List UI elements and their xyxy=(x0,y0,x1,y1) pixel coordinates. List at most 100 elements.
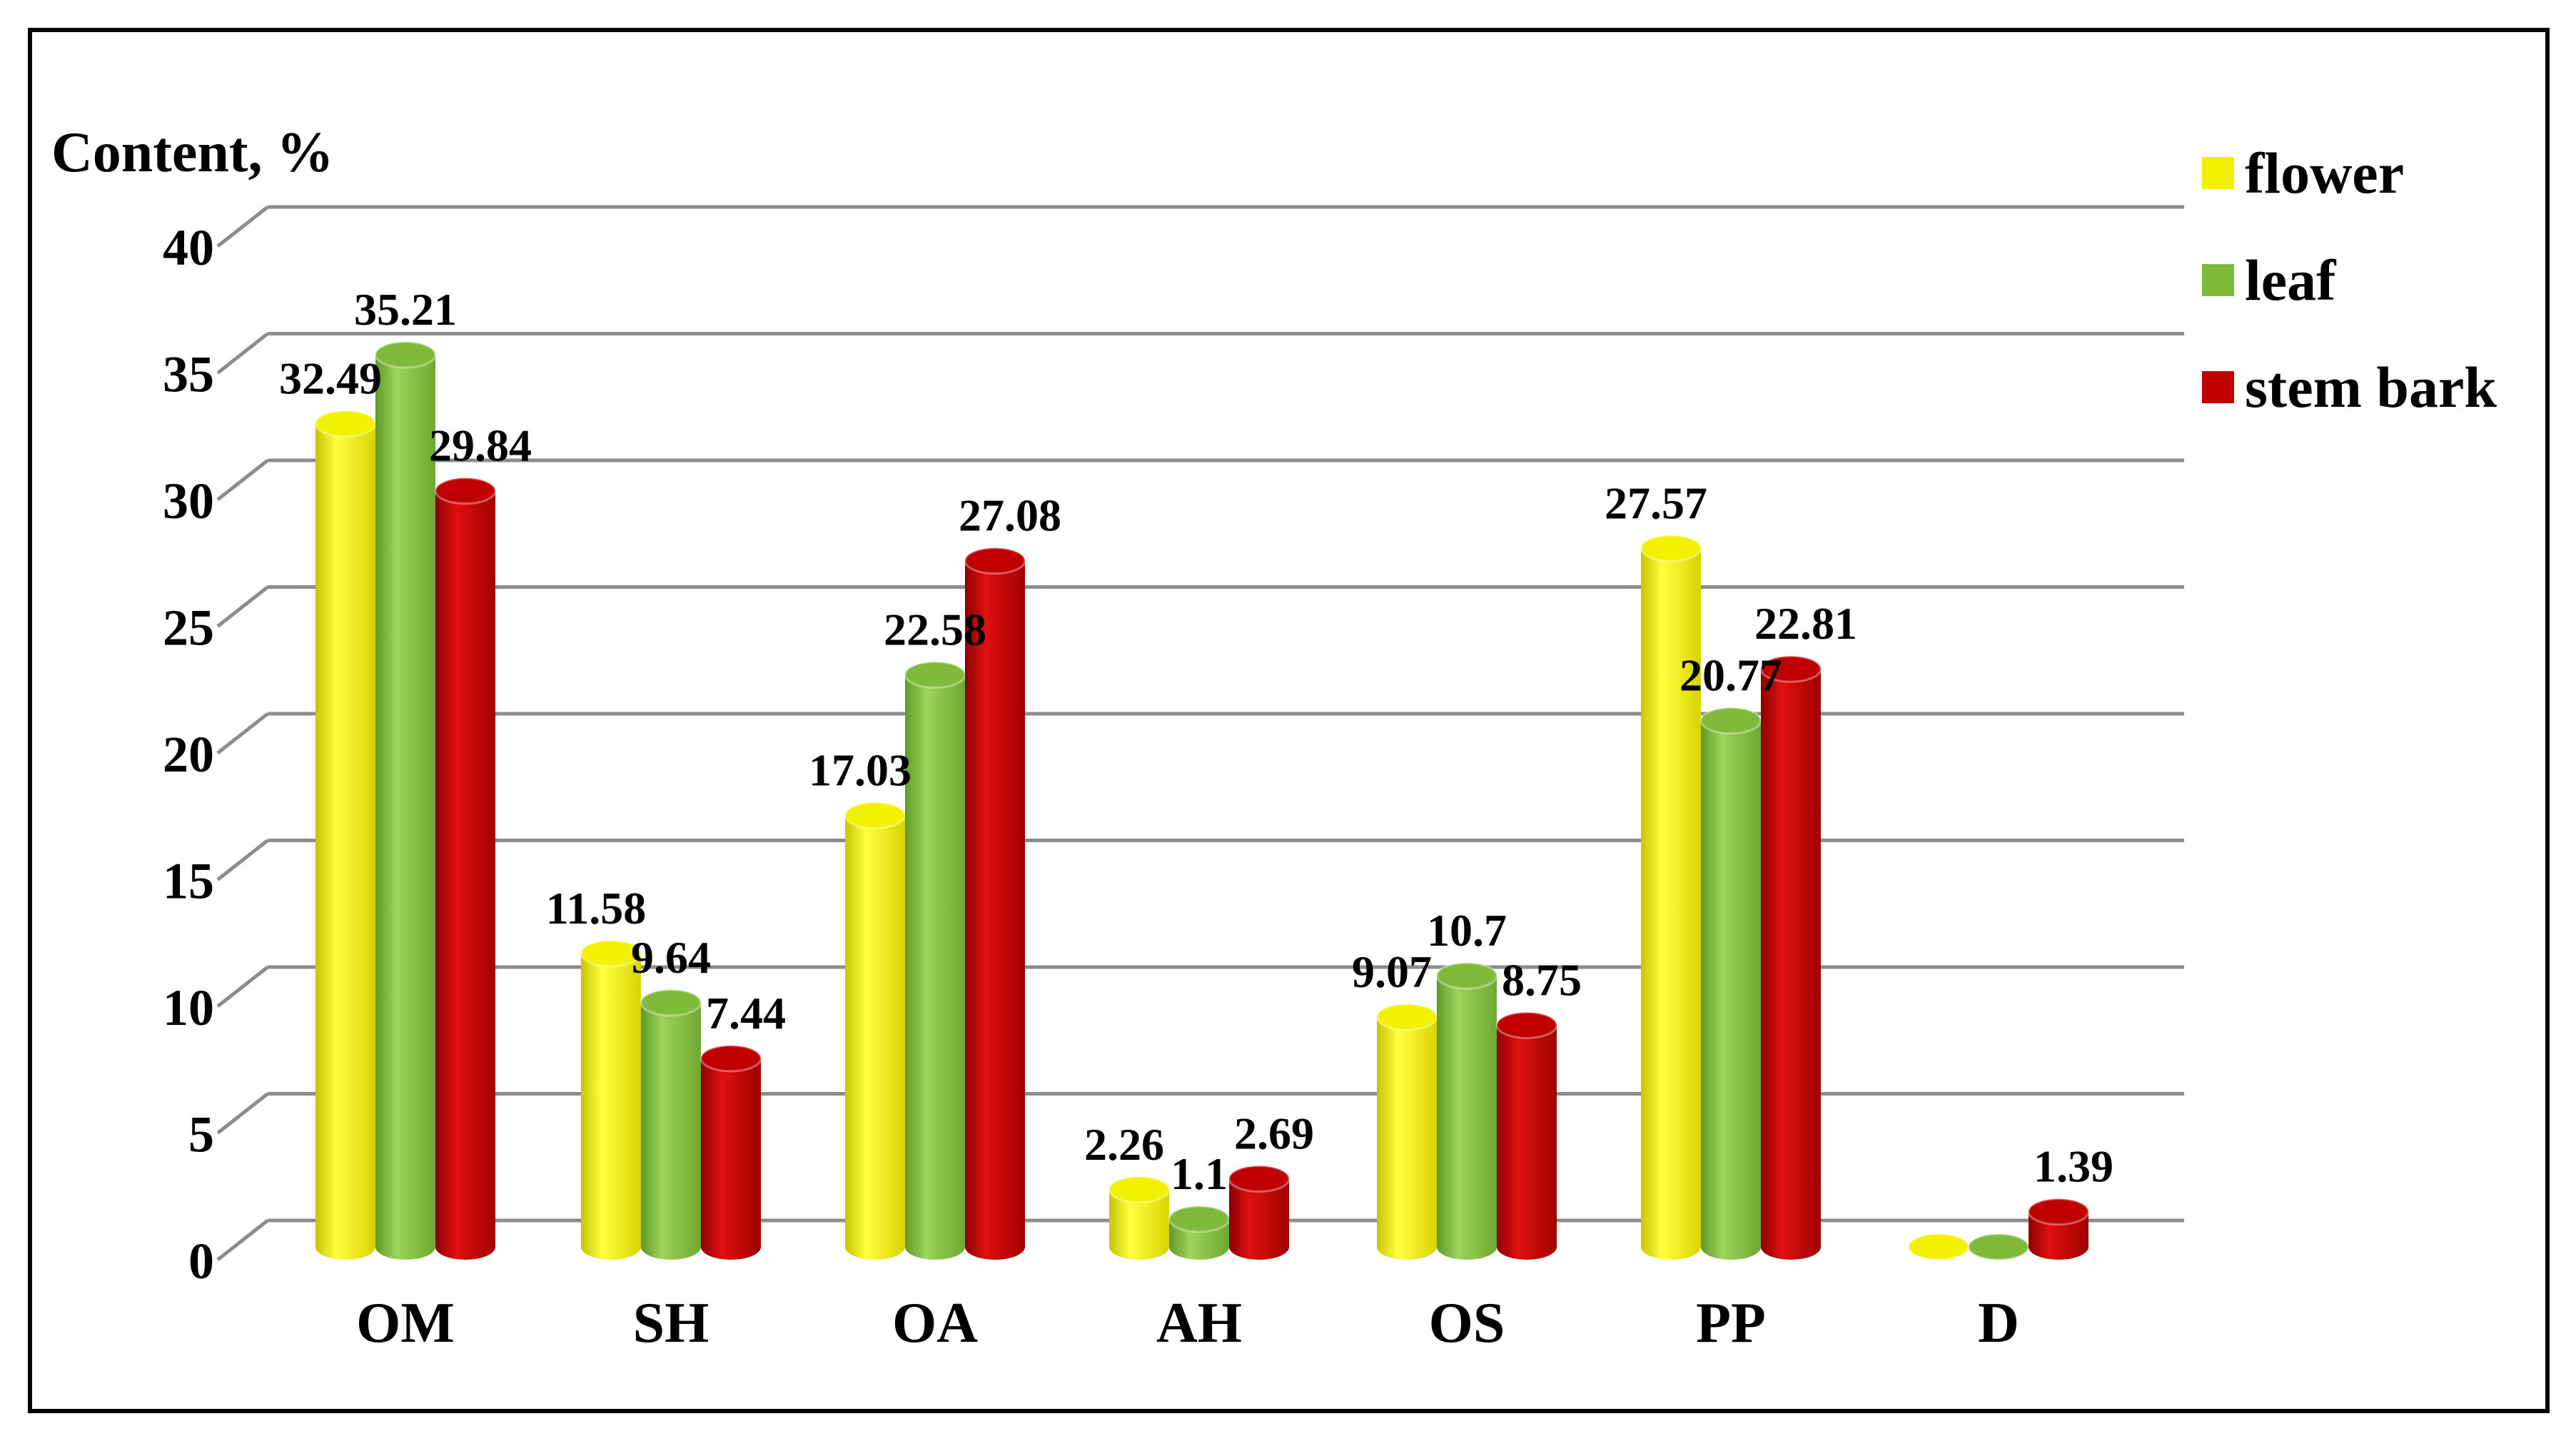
bar-top xyxy=(640,989,702,1017)
x-category-label: PP xyxy=(1696,1292,1766,1355)
bar-stem-bark-OM xyxy=(434,477,497,1260)
bar-body xyxy=(845,815,905,1260)
legend-label: leaf xyxy=(2245,248,2337,313)
data-label: 11.58 xyxy=(546,883,646,934)
data-label: 2.69 xyxy=(1234,1108,1314,1159)
x-axis-categories: OM SH OA AH OS PP D xyxy=(356,1292,2019,1355)
data-label: 8.75 xyxy=(1502,954,1582,1005)
legend-swatch xyxy=(2202,264,2234,296)
bar-top xyxy=(1168,1205,1231,1233)
gridline-depth xyxy=(216,1092,269,1135)
bar-flower-OM xyxy=(314,410,377,1260)
bar-top xyxy=(904,660,966,689)
data-label: 35.21 xyxy=(354,284,457,335)
legend-item-leaf: leaf xyxy=(2202,248,2337,313)
bar-top xyxy=(314,410,377,438)
data-label: 7.44 xyxy=(706,988,786,1038)
legend-label: flower xyxy=(2245,141,2404,206)
bar-body xyxy=(905,674,965,1260)
data-label: 22.58 xyxy=(884,604,986,654)
bar-stem-bark-OA xyxy=(964,547,1026,1260)
bar-top xyxy=(699,1044,762,1073)
bar-flower-SH xyxy=(580,939,642,1260)
data-label: 20.77 xyxy=(1680,650,1782,701)
bar-body xyxy=(1109,1189,1169,1260)
bar-top xyxy=(2027,1198,2090,1226)
bar-body xyxy=(375,355,435,1260)
bar-top xyxy=(1699,707,1762,735)
y-tick-label: 0 xyxy=(188,1233,214,1290)
bar-top xyxy=(1228,1165,1290,1193)
bar-top xyxy=(1495,1011,1558,1039)
bar-top xyxy=(1967,1233,2030,1261)
bar-top xyxy=(1108,1175,1171,1204)
bar-body xyxy=(2029,1211,2088,1260)
y-tick-label: 40 xyxy=(163,219,214,276)
bar-body xyxy=(1497,1025,1557,1260)
bar-flower-OA xyxy=(844,801,906,1260)
bar-body xyxy=(1377,1017,1437,1260)
legend: flower leaf stem bark xyxy=(2202,141,2497,420)
bar-flower-AH xyxy=(1108,1175,1171,1260)
bar-body xyxy=(581,953,641,1260)
bar-body xyxy=(1229,1178,1289,1260)
bar-leaf-D xyxy=(1967,1233,2030,1261)
legend-item-flower: flower xyxy=(2202,141,2404,206)
gridline-depth xyxy=(216,1219,269,1261)
bar-body xyxy=(315,423,375,1260)
y-tick-label: 10 xyxy=(163,979,214,1036)
y-axis-label: Content, % xyxy=(51,121,334,184)
y-tick-label: 25 xyxy=(163,600,214,657)
gridline-depth xyxy=(216,332,269,375)
data-label: 10.7 xyxy=(1427,905,1507,956)
y-tick-label: 30 xyxy=(163,472,214,530)
bar-top xyxy=(374,340,437,369)
bar-stem-bark-PP xyxy=(1759,654,1822,1260)
bar-top xyxy=(1759,654,1822,683)
gridline-depth xyxy=(216,585,269,628)
data-label: 22.81 xyxy=(1754,598,1857,649)
x-category-label: OM xyxy=(356,1292,455,1355)
bar-flower-D xyxy=(1907,1233,1970,1261)
data-label: 1.1 xyxy=(1171,1148,1228,1199)
data-label: 2.26 xyxy=(1084,1119,1164,1170)
bar-stem-bark-SH xyxy=(699,1044,762,1260)
bar-top xyxy=(434,477,497,505)
bar-body xyxy=(1641,548,1701,1260)
gridline-depth xyxy=(216,459,269,501)
gridline-depth xyxy=(216,839,269,881)
data-label: 29.84 xyxy=(429,420,532,471)
y-tick-label: 35 xyxy=(163,346,214,403)
bar-stem-bark-AH xyxy=(1228,1165,1290,1260)
gridline-depth xyxy=(216,206,269,248)
bar-body xyxy=(701,1058,761,1260)
bar-body xyxy=(1701,720,1761,1260)
gridline-depth xyxy=(216,712,269,754)
bar-top xyxy=(1640,534,1702,562)
data-label: 17.03 xyxy=(809,744,911,795)
y-axis-ticks: 0 5 10 15 20 25 30 35 40 xyxy=(163,219,214,1290)
legend-swatch xyxy=(2202,157,2234,189)
y-tick-label: 5 xyxy=(188,1106,214,1163)
data-label: 9.07 xyxy=(1352,946,1432,997)
bar-top xyxy=(1375,1003,1438,1031)
bar-body xyxy=(1437,976,1497,1260)
bar-flower-PP xyxy=(1640,534,1702,1260)
legend-label: stem bark xyxy=(2245,355,2497,420)
x-category-label: D xyxy=(1978,1292,2019,1355)
bar-leaf-SH xyxy=(640,989,702,1260)
legend-swatch xyxy=(2202,371,2234,403)
bar-top xyxy=(1907,1233,1970,1261)
bar-body xyxy=(965,560,1025,1260)
legend-item-stem-bark: stem bark xyxy=(2202,355,2497,420)
bar-top xyxy=(844,801,906,829)
bar-leaf-OM xyxy=(374,340,437,1260)
bar-stem-bark-D xyxy=(2027,1198,2090,1260)
x-category-label: SH xyxy=(633,1292,709,1355)
bars xyxy=(314,340,2090,1261)
x-category-label: OS xyxy=(1429,1292,1505,1355)
data-label: 27.57 xyxy=(1605,477,1707,528)
data-label: 9.64 xyxy=(631,932,711,983)
data-labels: 32.49 35.21 29.84 11.589.647.44 17.03 22.58 27… xyxy=(279,284,2113,1199)
